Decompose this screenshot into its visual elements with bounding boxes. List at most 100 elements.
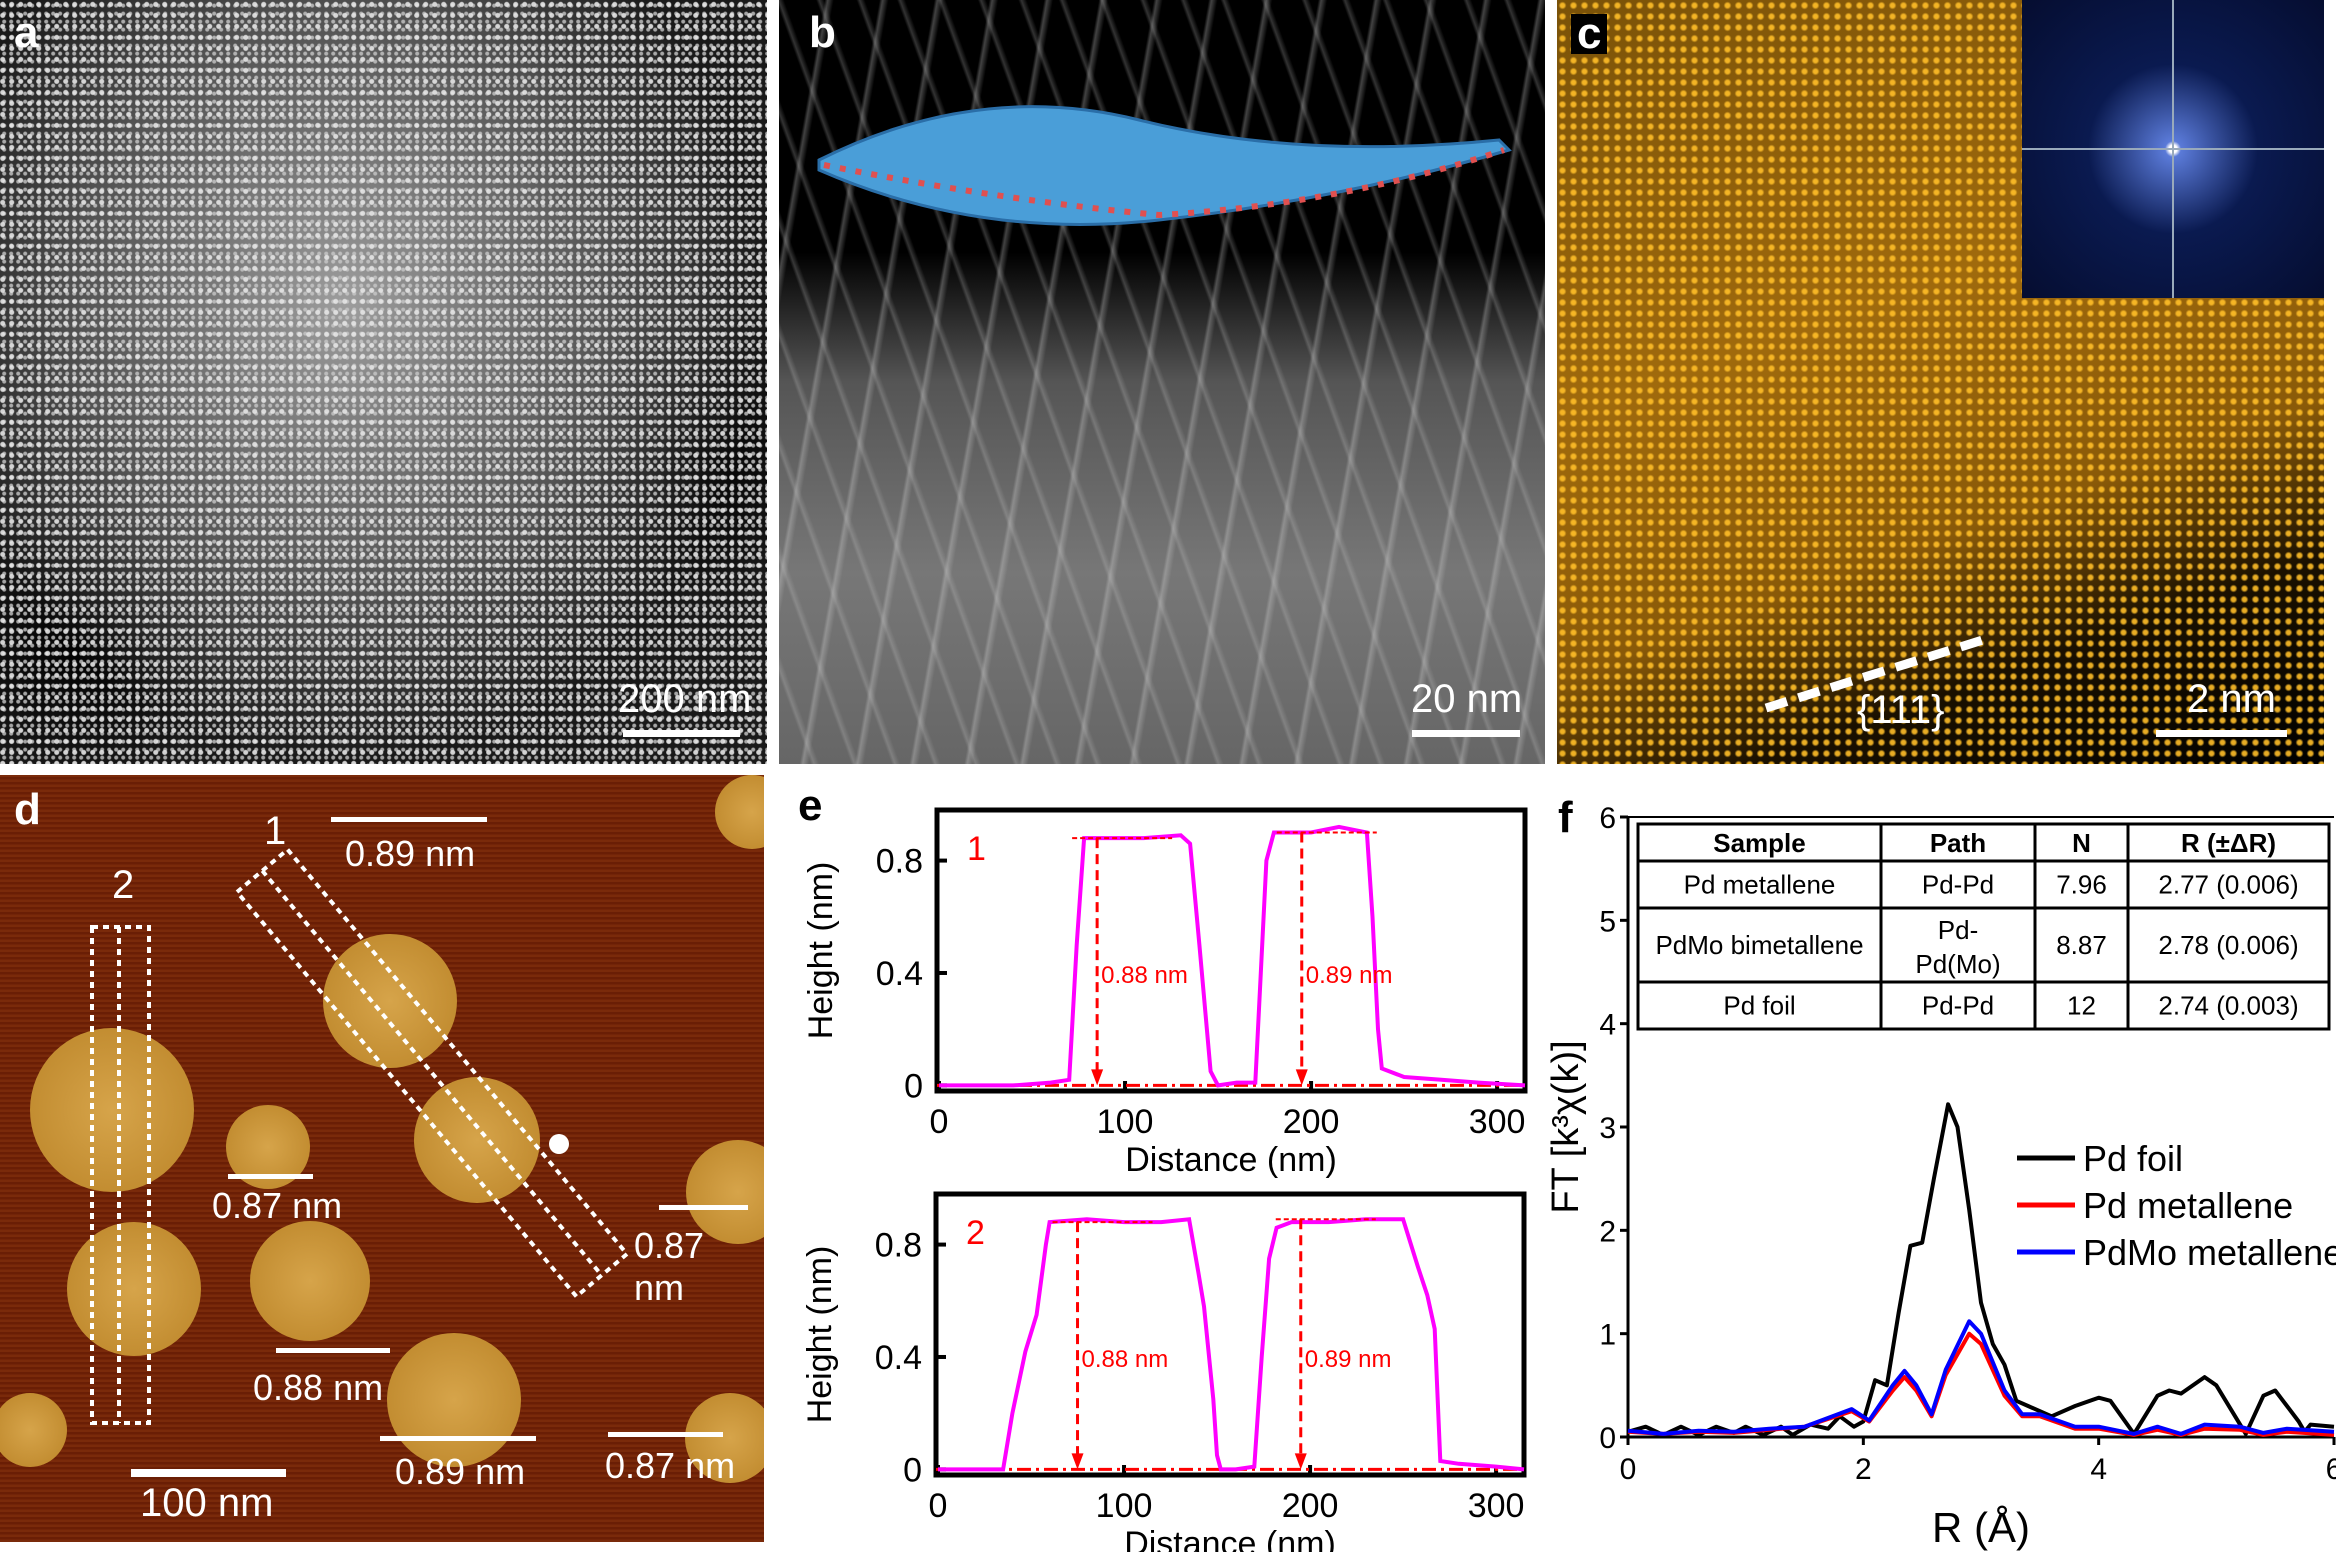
y-axis-label: Height (nm) <box>801 1246 839 1424</box>
profile-number: 2 <box>966 1214 985 1252</box>
y-tick-label: 1 <box>1599 1319 1616 1352</box>
plot-frame <box>933 1191 1527 1478</box>
y-tick-label: 0 <box>1599 1422 1616 1455</box>
table-cell: 2.74 (0.003) <box>2158 991 2298 1021</box>
panel-label-c: c <box>1571 12 1608 56</box>
y-tick-label: 6 <box>1599 802 1616 835</box>
x-axis-label: Distance (nm) <box>1125 1141 1337 1179</box>
height-annotation: 0.88 nm <box>1101 962 1188 989</box>
y-tick-label: 0.8 <box>875 1227 922 1265</box>
y-axis-label: Height (nm) <box>802 862 840 1040</box>
scan-line-label-1: 1 <box>264 809 287 853</box>
arrow-head <box>1091 1069 1104 1086</box>
y-tick-label: 3 <box>1599 1112 1616 1145</box>
table-cell: 2.77 (0.006) <box>2158 870 2298 900</box>
series-line-pd-metallene <box>1627 1331 2335 1437</box>
scale-bar-c <box>2156 730 2287 737</box>
hrtem-image-panel-c: c {111} 2 nm <box>1557 0 2324 764</box>
table-header: R (±ΔR) <box>2181 828 2276 858</box>
table-cell: 7.96 <box>2056 870 2107 900</box>
panel-label-d: d <box>14 785 41 834</box>
height-label: 0.87 nm <box>634 1225 705 1308</box>
sem-image-panel-a: a 200 nm <box>0 0 767 764</box>
panel-label-f: f <box>1558 793 1573 842</box>
arrow-head <box>1295 1069 1308 1086</box>
table-cell: 2.78 (0.006) <box>2158 930 2298 960</box>
y-tick-label: 0.4 <box>875 1339 922 1377</box>
table-cell: Pd-Pd <box>1922 991 1994 1021</box>
y-tick-label: 2 <box>1599 1215 1616 1248</box>
x-tick-label: 100 <box>1097 1103 1154 1141</box>
legend-label: PdMo metallene <box>2083 1232 2336 1273</box>
table-header: Sample <box>1713 828 1806 858</box>
height-label: 0.89 nm <box>345 833 476 874</box>
x-tick-label: 4 <box>2090 1453 2107 1486</box>
scale-bar-a <box>623 730 740 737</box>
y-tick-label: 5 <box>1599 905 1616 938</box>
height-annotation: 0.88 nm <box>1082 1346 1169 1373</box>
scale-bar-label-a: 200 nm <box>618 677 752 721</box>
height-annotation: 0.89 nm <box>1305 1346 1392 1373</box>
x-tick-label: 0 <box>929 1487 948 1525</box>
arrow-head <box>1294 1453 1307 1470</box>
table-cell: Pd- <box>1938 915 1978 945</box>
y-tick-label: 0 <box>904 1067 923 1105</box>
facet-label: {111} <box>1857 688 1945 732</box>
y-tick-label: 0.4 <box>876 955 923 993</box>
height-label: 0.87 nm <box>212 1185 343 1226</box>
scale-bar-label-c: 2 nm <box>2187 677 2276 721</box>
table-cell: Pd-Pd <box>1922 870 1994 900</box>
table-cell: 12 <box>2067 991 2096 1021</box>
table-header: N <box>2072 828 2091 858</box>
x-tick-label: 6 <box>2326 1453 2336 1486</box>
panel-label-a: a <box>14 8 39 57</box>
metallene-model-illustration <box>817 105 1512 226</box>
y-tick-label: 4 <box>1599 1009 1616 1042</box>
table-cell: Pd metallene <box>1684 870 1836 900</box>
table-cell: Pd(Mo) <box>1915 949 2000 979</box>
x-tick-label: 0 <box>930 1103 949 1141</box>
y-tick-label: 0 <box>903 1451 922 1489</box>
scan-box-2 <box>90 925 151 1425</box>
lattice-plane-marker <box>1764 633 1991 713</box>
table-cell: Pd foil <box>1723 991 1795 1021</box>
legend-label: Pd foil <box>2083 1138 2183 1179</box>
table-cell: 8.87 <box>2056 930 2107 960</box>
x-tick-label: 200 <box>1282 1487 1339 1525</box>
x-tick-label: 200 <box>1283 1103 1340 1141</box>
panel-label-b: b <box>809 8 836 57</box>
height-annotation: 0.89 nm <box>1306 962 1393 989</box>
legend-label: Pd metallene <box>2083 1185 2293 1226</box>
scale-bar-label-b: 20 nm <box>1411 677 1523 721</box>
x-tick-label: 300 <box>1468 1487 1525 1525</box>
x-axis-label: Distance (nm) <box>1124 1525 1336 1552</box>
afm-image-panel-d: d 1 2 0.89 nm 0.87 nm 0.87 nm 0.88 nm 0.… <box>0 775 764 1542</box>
arrow-head <box>1071 1453 1084 1470</box>
x-tick-label: 100 <box>1096 1487 1153 1525</box>
height-profile-chart-1: 0 100 200 300 0 0.4 0.8 Distance (nm) Height (nm… <box>802 807 1528 1179</box>
scan-line-label-2: 2 <box>112 863 135 907</box>
x-tick-label: 2 <box>1855 1453 1872 1486</box>
scale-bar-label-d: 100 nm <box>140 1481 274 1525</box>
height-label: 0.88 nm <box>253 1367 384 1408</box>
y-axis-label: FT [k³χ(k)] <box>1545 1040 1587 1213</box>
scale-bar-b <box>1412 730 1520 737</box>
y-tick-label: 0.8 <box>876 843 923 881</box>
haadf-image-panel-b: b 20 nm <box>779 0 1545 764</box>
table-header: Path <box>1930 828 1986 858</box>
x-tick-label: 300 <box>1469 1103 1526 1141</box>
x-axis-label: R (Å) <box>1932 1504 2030 1551</box>
panel-label-e: e <box>798 781 822 830</box>
fft-inset <box>2022 0 2324 298</box>
height-profile-line <box>939 824 1526 1088</box>
table-frame <box>1636 822 2331 1031</box>
scan-line-boxes <box>90 846 630 1425</box>
height-label: 0.89 nm <box>395 1451 526 1492</box>
plot-frame <box>934 807 1528 1094</box>
height-label: 0.87 nm <box>605 1445 736 1486</box>
fitting-table: Sample Path N R (±ΔR) Pd metallene Pd-Pd 7.96 2… <box>1636 822 2331 1031</box>
height-profile-line <box>938 1217 1525 1472</box>
table-cell: PdMo bimetallene <box>1655 930 1863 960</box>
